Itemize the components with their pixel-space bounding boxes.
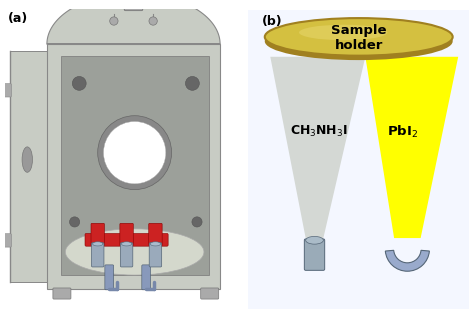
FancyBboxPatch shape [149,243,162,267]
Polygon shape [270,57,365,238]
Ellipse shape [150,242,161,246]
Circle shape [103,121,166,184]
Text: (a): (a) [8,12,28,25]
FancyBboxPatch shape [120,223,133,246]
FancyBboxPatch shape [124,0,143,11]
Text: PbI$_2$: PbI$_2$ [387,124,419,140]
Ellipse shape [22,147,33,172]
FancyBboxPatch shape [244,6,474,313]
Polygon shape [47,44,220,289]
Polygon shape [61,56,209,275]
Circle shape [98,116,172,190]
FancyBboxPatch shape [4,84,11,97]
Ellipse shape [306,236,323,244]
Circle shape [70,217,80,227]
Wedge shape [385,250,429,271]
FancyBboxPatch shape [120,243,133,267]
Polygon shape [10,51,47,282]
Ellipse shape [265,18,453,56]
Ellipse shape [121,242,132,246]
FancyBboxPatch shape [149,223,162,246]
FancyBboxPatch shape [85,234,168,246]
Circle shape [149,17,157,25]
FancyBboxPatch shape [91,223,104,246]
Circle shape [109,17,118,25]
Text: Sample
holder: Sample holder [331,24,386,52]
Circle shape [73,76,86,90]
Circle shape [185,76,199,90]
Ellipse shape [65,229,204,275]
Ellipse shape [92,242,103,246]
FancyBboxPatch shape [201,288,219,299]
Polygon shape [365,57,458,238]
FancyBboxPatch shape [4,234,11,247]
FancyBboxPatch shape [91,243,104,267]
Ellipse shape [265,22,453,60]
FancyBboxPatch shape [142,265,151,290]
FancyBboxPatch shape [53,288,71,299]
FancyBboxPatch shape [105,265,114,290]
FancyBboxPatch shape [304,239,325,270]
Polygon shape [47,0,220,44]
Text: CH$_3$NH$_3$I: CH$_3$NH$_3$I [290,125,348,139]
Ellipse shape [299,25,387,40]
Text: (b): (b) [262,15,282,28]
Circle shape [192,217,202,227]
